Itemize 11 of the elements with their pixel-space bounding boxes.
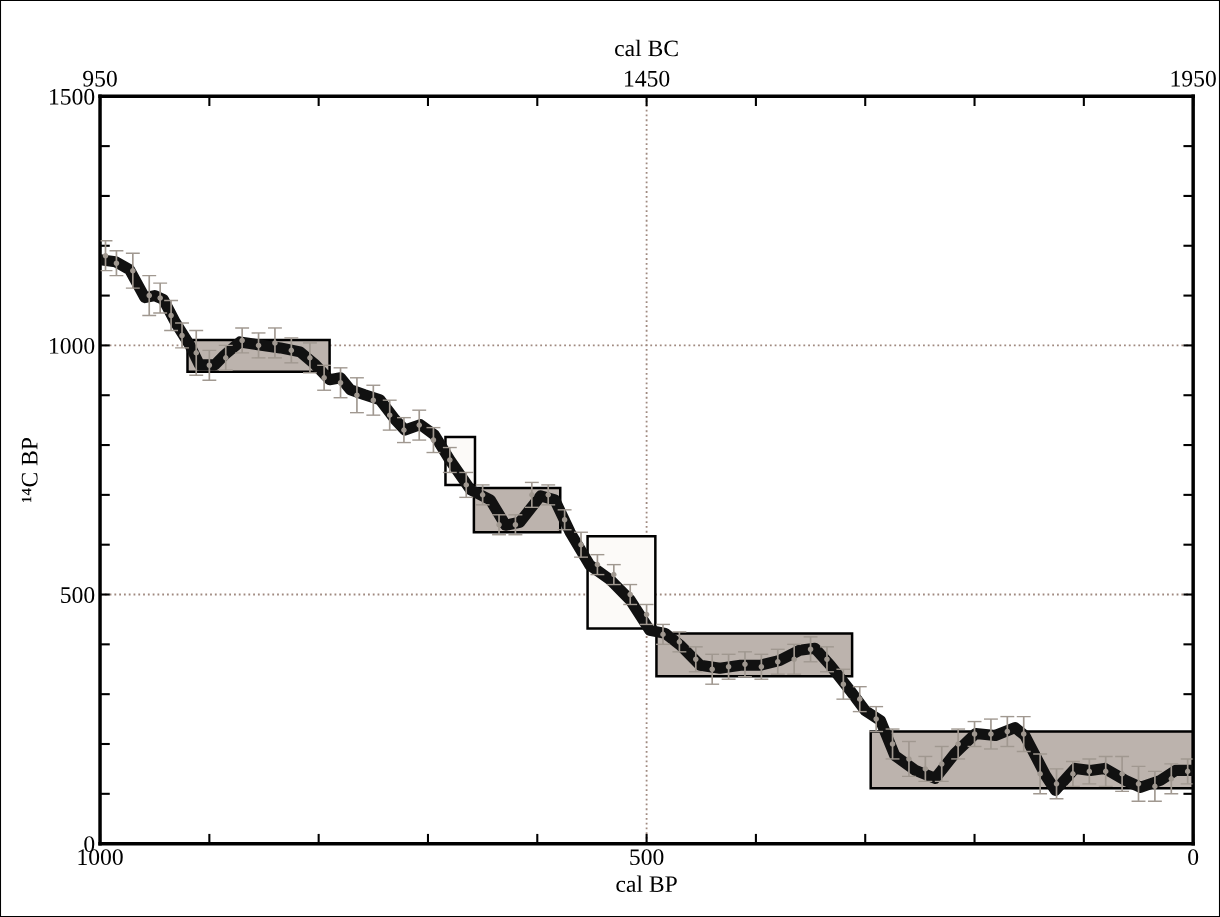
x-tick-label: 500 <box>630 849 664 866</box>
y-tick-label: 500 <box>61 587 95 603</box>
y-tick-label: 1000 <box>50 337 95 354</box>
x2-tick-label: 950 <box>83 70 117 87</box>
x-tick-label: 0 <box>1188 849 1199 866</box>
x-axis-title: cal BP <box>616 875 677 893</box>
x2-tick-label: 1450 <box>625 70 670 87</box>
x2-axis-title: cal BC <box>615 39 678 57</box>
y-tick-label: 1500 <box>50 88 95 105</box>
y-axis-title: ¹⁴C BP <box>21 437 38 503</box>
x2-tick-label: 1950 <box>1171 70 1216 87</box>
